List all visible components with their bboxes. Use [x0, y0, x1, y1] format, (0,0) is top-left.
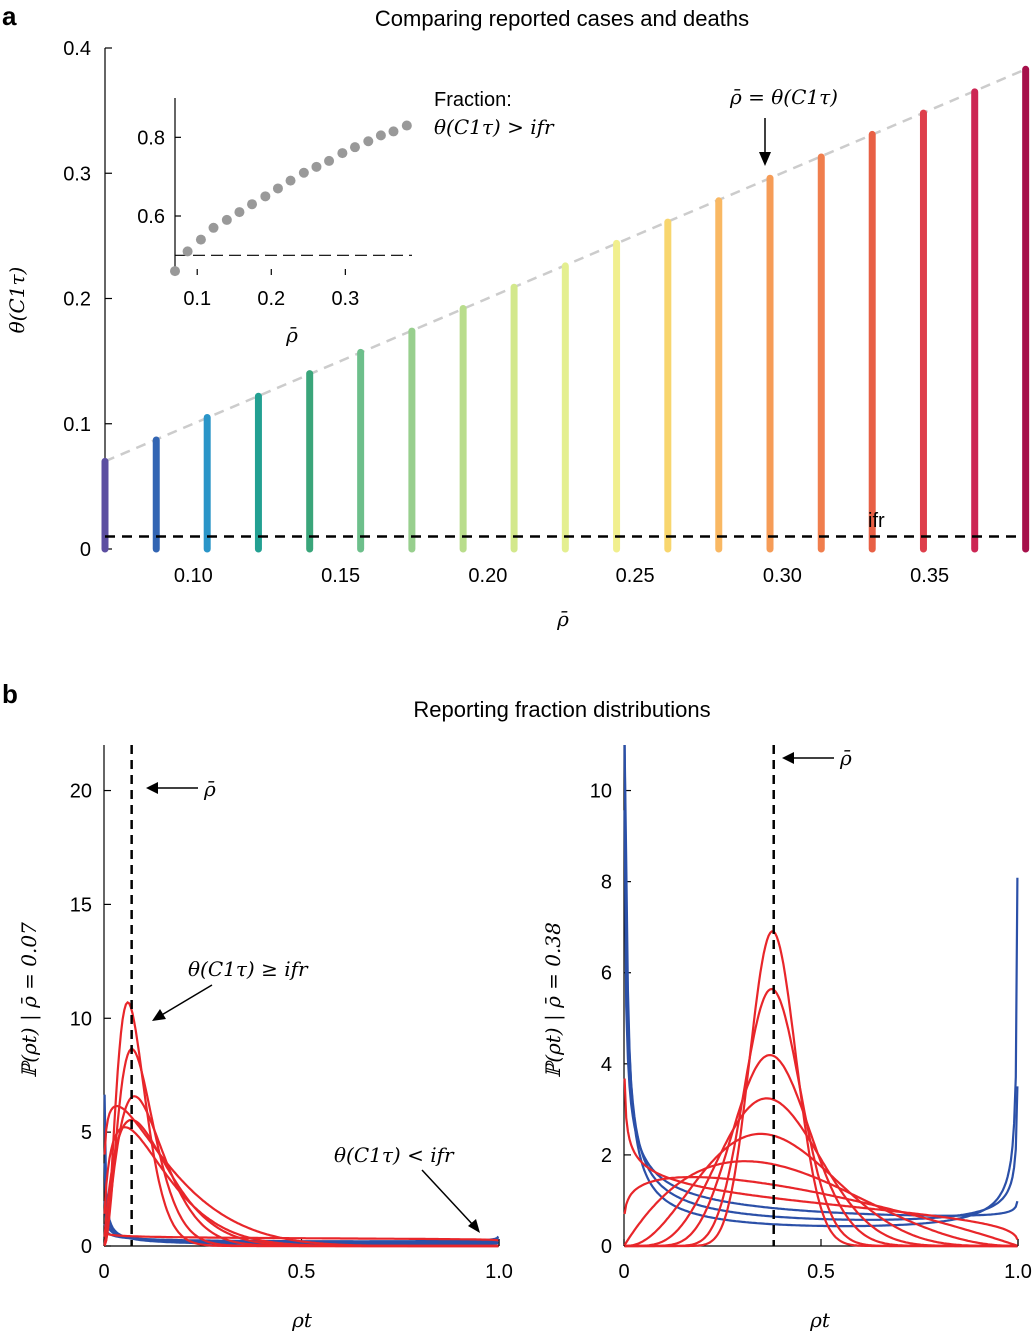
red-curve-red-2: [103, 1105, 499, 1248]
inset-y-tick-label: 0.6: [137, 206, 165, 228]
panel-a-letter: a: [2, 1, 17, 31]
inset-point-10: [285, 175, 296, 186]
y-tick-label: 0: [80, 539, 91, 561]
red-curve-red-1: [103, 1230, 499, 1242]
inset-label-2: θ(C1τ) > ifr: [434, 115, 555, 139]
ifr-label: ifr: [868, 510, 885, 532]
inset-x-tick-label: 0.1: [183, 288, 211, 310]
x-tick-label: 0.5: [288, 1261, 316, 1283]
inset-y-tick-label: 0.8: [137, 127, 165, 149]
y-tick-label: 10: [590, 781, 612, 803]
x-tick-label: 0.5: [807, 1261, 835, 1283]
x-tick-label: 0.35: [910, 565, 949, 587]
inset-point-1: [170, 266, 180, 277]
x-tick-label: 0: [98, 1261, 109, 1283]
y-tick-label: 15: [70, 894, 92, 916]
y-tick-label: 0.1: [63, 414, 91, 436]
inset-point-12: [311, 161, 322, 172]
y-tick-label: 20: [70, 781, 92, 803]
y-tick-label: 0.2: [63, 289, 91, 311]
red-curve-red-4: [624, 1097, 1018, 1248]
panel-b-right-plot: 0 2 4 6 8 10 0 0.5 1.0: [590, 744, 1032, 1283]
y-tick-label: 0: [81, 1236, 92, 1258]
red-curve-red-8: [623, 1078, 1019, 1240]
inset-x-tick-label: 0.2: [257, 288, 285, 310]
inset-chart: 0.6 0.8 0.1 0.2 0.3: [137, 98, 412, 310]
inset-point-2: [182, 246, 193, 257]
inset-label: Fraction:: [434, 89, 512, 111]
panel-b-left-ylabel: ℙ(ρt) | ρ̄ = 0.07: [17, 922, 42, 1078]
inset-point-4: [208, 222, 219, 233]
red-curve-red-3: [624, 1132, 1018, 1248]
y-tick-label: 10: [70, 1008, 92, 1030]
x-tick-label: 0.10: [174, 565, 213, 587]
y-tick-label: 5: [81, 1122, 92, 1144]
y-tick-label: 4: [601, 1054, 612, 1076]
panel-b-title: Reporting fraction distributions: [413, 697, 710, 722]
mean-arrow-left-head: [146, 782, 158, 794]
red-curve-red-7: [624, 930, 1018, 1248]
inset-point-19: [401, 120, 412, 131]
red-curve-red-2: [623, 1160, 1018, 1248]
inset-point-7: [247, 199, 258, 210]
annotation-blue: θ(C1τ) < ifr: [334, 1143, 455, 1167]
inset-point-8: [260, 191, 271, 202]
inset-point-5: [221, 214, 232, 225]
annotation-red-arrow-shaft: [159, 984, 213, 1017]
red-curve-red-5: [624, 1053, 1018, 1248]
x-tick-label: 1.0: [485, 1261, 513, 1283]
x-tick-label: 0.15: [321, 565, 360, 587]
reference-arrow-head: [759, 152, 771, 166]
inset-point-3: [195, 234, 206, 245]
inset-xlabel: ρ̄: [285, 323, 298, 347]
inset-point-15: [349, 142, 360, 153]
annotation-red: θ(C1τ) ≥ ifr: [188, 957, 309, 981]
panel-a-xlabel: ρ̄: [556, 607, 569, 631]
y-tick-label: 0.3: [63, 163, 91, 185]
x-tick-label: 1.0: [1004, 1261, 1032, 1283]
mean-label-right: ρ̄: [839, 746, 852, 770]
y-tick-label: 8: [601, 872, 612, 894]
blue-curve-blue-1: [623, 744, 1019, 1228]
panel-b-right-ylabel: ℙ(ρt) | ρ̄ = 0.38: [541, 922, 566, 1078]
x-tick-label: 0.25: [616, 565, 655, 587]
y-tick-label: 0.4: [63, 38, 91, 60]
y-tick-label: 6: [601, 963, 612, 985]
panel-b-left-plot: 0 5 10 15 20 0 0.5 1.0: [70, 745, 513, 1283]
inset-point-13: [324, 155, 335, 166]
annotation-blue-arrow-shaft: [421, 1169, 475, 1227]
panel-b-left-xlabel: ρt: [291, 1308, 313, 1332]
inset-point-18: [388, 126, 399, 137]
red-curve-red-7: [103, 1000, 499, 1248]
inset-x-tick-label: 0.3: [331, 288, 359, 310]
panel-b-letter: b: [2, 679, 18, 709]
annotation-red-arrow-head: [152, 1009, 166, 1021]
mean-arrow-right-head: [782, 752, 794, 764]
blue-curve-blue-3: [623, 810, 1019, 1217]
inset-point-17: [375, 130, 386, 141]
mean-label-left: ρ̄: [203, 777, 216, 801]
blue-curve-blue-2: [623, 744, 1019, 1221]
inset-point-14: [337, 148, 348, 159]
x-tick-label: 0.20: [468, 565, 507, 587]
bar-series: [101, 65, 1030, 553]
y-tick-label: 2: [601, 1145, 612, 1167]
inset-point-9: [272, 183, 283, 194]
y-tick-label: 0: [601, 1236, 612, 1258]
inset-point-16: [363, 136, 374, 147]
annotation-blue-arrow-head: [468, 1219, 480, 1233]
panel-a-title: Comparing reported cases and deaths: [375, 6, 749, 31]
panel-b-right-xlabel: ρt: [809, 1308, 831, 1332]
x-tick-label: 0.30: [763, 565, 802, 587]
panel-a-ticks: 0 0.1 0.2 0.3 0.4 0.10 0.15 0.20 0.25 0.30 0.35: [63, 38, 949, 587]
reference-line-label: ρ̄ = θ(C1τ): [729, 85, 838, 109]
panel-a-ylabel: θ(C1τ): [5, 267, 29, 334]
inset-point-6: [234, 207, 245, 218]
x-tick-label: 0: [618, 1261, 629, 1283]
inset-point-11: [298, 167, 309, 178]
red-curve-red-4: [103, 1118, 499, 1248]
